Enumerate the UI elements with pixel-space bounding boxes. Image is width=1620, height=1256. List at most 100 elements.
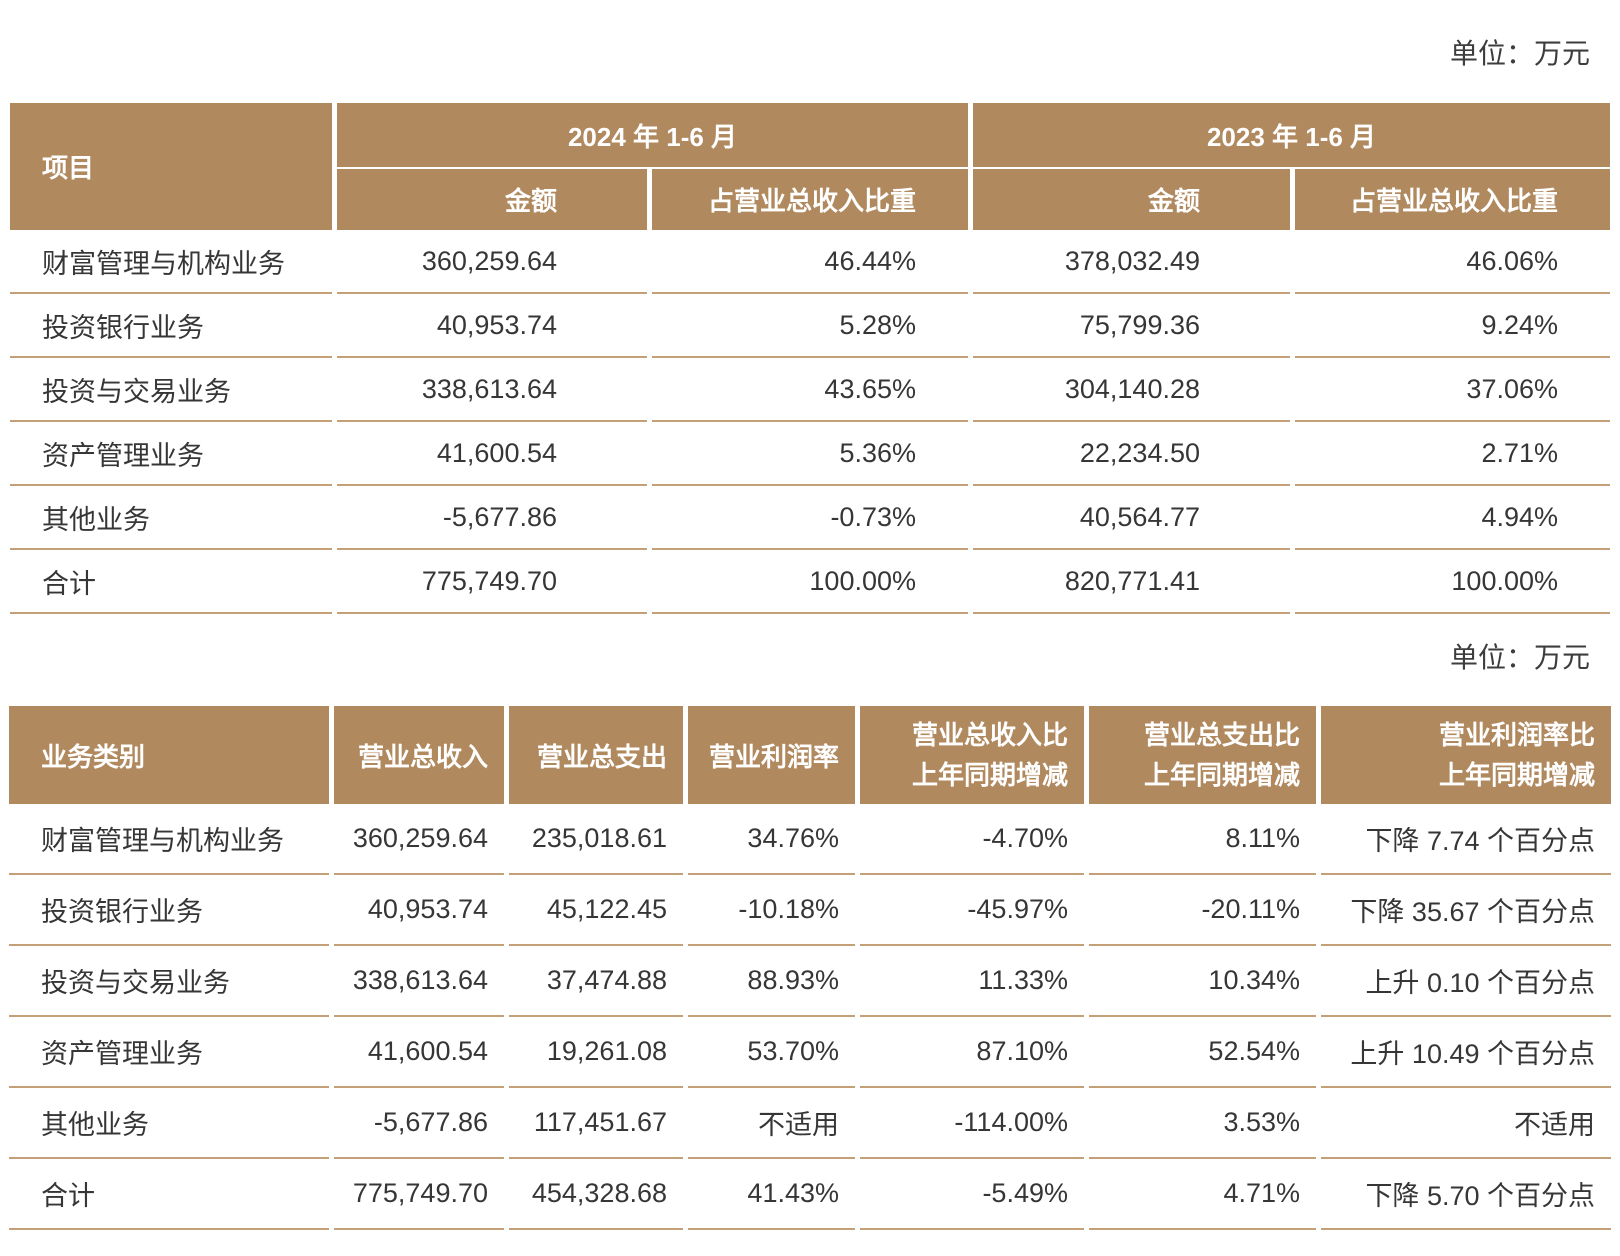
expense-cell: 37,474.88	[509, 946, 683, 1017]
table-row: 财富管理与机构业务 360,259.64 46.44% 378,032.49 4…	[10, 230, 1610, 294]
ratio-2024-cell: 100.00%	[652, 550, 968, 614]
revenue-change-cell: 11.33%	[860, 946, 1084, 1017]
margin-change-cell: 下降 7.74 个百分点	[1321, 804, 1611, 875]
revenue-cell: 775,749.70	[334, 1159, 504, 1230]
column-header-expense-change: 营业总支出比 上年同期增减	[1089, 706, 1316, 804]
margin-change-cell: 上升 10.49 个百分点	[1321, 1017, 1611, 1088]
ratio-2023-cell: 4.94%	[1295, 486, 1610, 550]
amount-2024-cell: 775,749.70	[337, 550, 647, 614]
column-header-amount-2023: 金额	[973, 169, 1290, 230]
ratio-2023-cell: 2.71%	[1295, 422, 1610, 486]
revenue-composition-table: 项目 2024 年 1-6 月 2023 年 1-6 月 金额 占营业总收入比重…	[5, 103, 1615, 614]
expense-change-cell: 52.54%	[1089, 1017, 1316, 1088]
column-header-margin-change: 营业利润率比 上年同期增减	[1321, 706, 1611, 804]
column-header-revenue-change: 营业总收入比 上年同期增减	[860, 706, 1084, 804]
ratio-2024-cell: -0.73%	[652, 486, 968, 550]
column-header-category: 业务类别	[9, 706, 329, 804]
column-group-2024: 2024 年 1-6 月	[337, 103, 968, 169]
segment-performance-table: 业务类别 营业总收入 营业总支出 营业利润率 营业总收入比 上年同期增减 营业总…	[4, 706, 1616, 1230]
expense-change-cell: -20.11%	[1089, 875, 1316, 946]
category-cell: 其他业务	[9, 1088, 329, 1159]
amount-2024-cell: 41,600.54	[337, 422, 647, 486]
revenue-cell: 338,613.64	[334, 946, 504, 1017]
ratio-2024-cell: 43.65%	[652, 358, 968, 422]
unit-label-top: 单位：万元	[1449, 38, 1590, 69]
table-row: 其他业务 -5,677.86 117,451.67 不适用 -114.00% 3…	[9, 1088, 1611, 1159]
column-header-ratio-2024: 占营业总收入比重	[652, 169, 968, 230]
header-line-1: 营业利润率比	[1438, 720, 1595, 750]
header-year-row: 项目 2024 年 1-6 月 2023 年 1-6 月	[10, 103, 1610, 230]
column-group-2023: 2023 年 1-6 月	[973, 103, 1610, 169]
margin-cell: 41.43%	[688, 1159, 855, 1230]
margin-cell: -10.18%	[688, 875, 855, 946]
amount-2023-cell: 378,032.49	[973, 230, 1290, 294]
header-line-2: 上年同期增减	[911, 760, 1068, 790]
unit-label-middle: 单位：万元	[1449, 642, 1590, 673]
ratio-2024-cell: 5.36%	[652, 422, 968, 486]
table-row: 资产管理业务 41,600.54 5.36% 22,234.50 2.71%	[10, 422, 1610, 486]
expense-change-cell: 10.34%	[1089, 946, 1316, 1017]
amount-2024-cell: 338,613.64	[337, 358, 647, 422]
revenue-change-cell: -4.70%	[860, 804, 1084, 875]
table-row: 财富管理与机构业务 360,259.64 235,018.61 34.76% -…	[9, 804, 1611, 875]
expense-cell: 235,018.61	[509, 804, 683, 875]
segment-performance-table-header: 业务类别 营业总收入 营业总支出 营业利润率 营业总收入比 上年同期增减 营业总…	[9, 706, 1611, 804]
margin-cell: 34.76%	[688, 804, 855, 875]
margin-cell: 不适用	[688, 1088, 855, 1159]
table-row: 资产管理业务 41,600.54 19,261.08 53.70% 87.10%…	[9, 1017, 1611, 1088]
revenue-change-cell: 87.10%	[860, 1017, 1084, 1088]
table-row: 投资与交易业务 338,613.64 37,474.88 88.93% 11.3…	[9, 946, 1611, 1017]
header-row: 业务类别 营业总收入 营业总支出 营业利润率 营业总收入比 上年同期增减 营业总…	[9, 706, 1611, 804]
amount-2024-cell: 360,259.64	[337, 230, 647, 294]
amount-2023-cell: 40,564.77	[973, 486, 1290, 550]
revenue-cell: 360,259.64	[334, 804, 504, 875]
expense-cell: 19,261.08	[509, 1017, 683, 1088]
item-cell: 财富管理与机构业务	[10, 230, 332, 294]
revenue-change-cell: -114.00%	[860, 1088, 1084, 1159]
amount-2023-cell: 75,799.36	[973, 294, 1290, 358]
item-cell: 投资与交易业务	[10, 358, 332, 422]
margin-cell: 53.70%	[688, 1017, 855, 1088]
ratio-2024-cell: 5.28%	[652, 294, 968, 358]
expense-change-cell: 4.71%	[1089, 1159, 1316, 1230]
table-total-row: 合计 775,749.70 100.00% 820,771.41 100.00%	[10, 550, 1610, 614]
column-header-ratio-2023: 占营业总收入比重	[1295, 169, 1610, 230]
column-header-margin: 营业利润率	[688, 706, 855, 804]
item-cell: 资产管理业务	[10, 422, 332, 486]
header-line-2: 上年同期增减	[1438, 760, 1595, 790]
column-header-revenue: 营业总收入	[334, 706, 504, 804]
margin-change-cell: 下降 35.67 个百分点	[1321, 875, 1611, 946]
category-cell: 投资与交易业务	[9, 946, 329, 1017]
revenue-cell: 40,953.74	[334, 875, 504, 946]
margin-change-cell: 下降 5.70 个百分点	[1321, 1159, 1611, 1230]
amount-2024-cell: -5,677.86	[337, 486, 647, 550]
category-cell: 资产管理业务	[9, 1017, 329, 1088]
expense-cell: 45,122.45	[509, 875, 683, 946]
table-row: 其他业务 -5,677.86 -0.73% 40,564.77 4.94%	[10, 486, 1610, 550]
column-header-amount-2024: 金额	[337, 169, 647, 230]
category-cell: 合计	[9, 1159, 329, 1230]
item-cell: 合计	[10, 550, 332, 614]
ratio-2023-cell: 46.06%	[1295, 230, 1610, 294]
table-row: 投资与交易业务 338,613.64 43.65% 304,140.28 37.…	[10, 358, 1610, 422]
column-header-expense: 营业总支出	[509, 706, 683, 804]
category-cell: 财富管理与机构业务	[9, 804, 329, 875]
amount-2023-cell: 820,771.41	[973, 550, 1290, 614]
revenue-change-cell: -5.49%	[860, 1159, 1084, 1230]
table-total-row: 合计 775,749.70 454,328.68 41.43% -5.49% 4…	[9, 1159, 1611, 1230]
expense-cell: 454,328.68	[509, 1159, 683, 1230]
table-row: 投资银行业务 40,953.74 5.28% 75,799.36 9.24%	[10, 294, 1610, 358]
margin-cell: 88.93%	[688, 946, 855, 1017]
amount-2023-cell: 22,234.50	[973, 422, 1290, 486]
header-subcolumn-row: 金额 占营业总收入比重 金额 占营业总收入比重	[10, 169, 1610, 230]
header-line-1: 营业总支出比	[1143, 720, 1300, 750]
amount-2024-cell: 40,953.74	[337, 294, 647, 358]
expense-change-cell: 3.53%	[1089, 1088, 1316, 1159]
header-line-2: 上年同期增减	[1143, 760, 1300, 790]
revenue-cell: 41,600.54	[334, 1017, 504, 1088]
revenue-change-cell: -45.97%	[860, 875, 1084, 946]
ratio-2023-cell: 100.00%	[1295, 550, 1610, 614]
header-line-1: 营业总收入比	[911, 720, 1068, 750]
amount-2023-cell: 304,140.28	[973, 358, 1290, 422]
table-row: 投资银行业务 40,953.74 45,122.45 -10.18% -45.9…	[9, 875, 1611, 946]
